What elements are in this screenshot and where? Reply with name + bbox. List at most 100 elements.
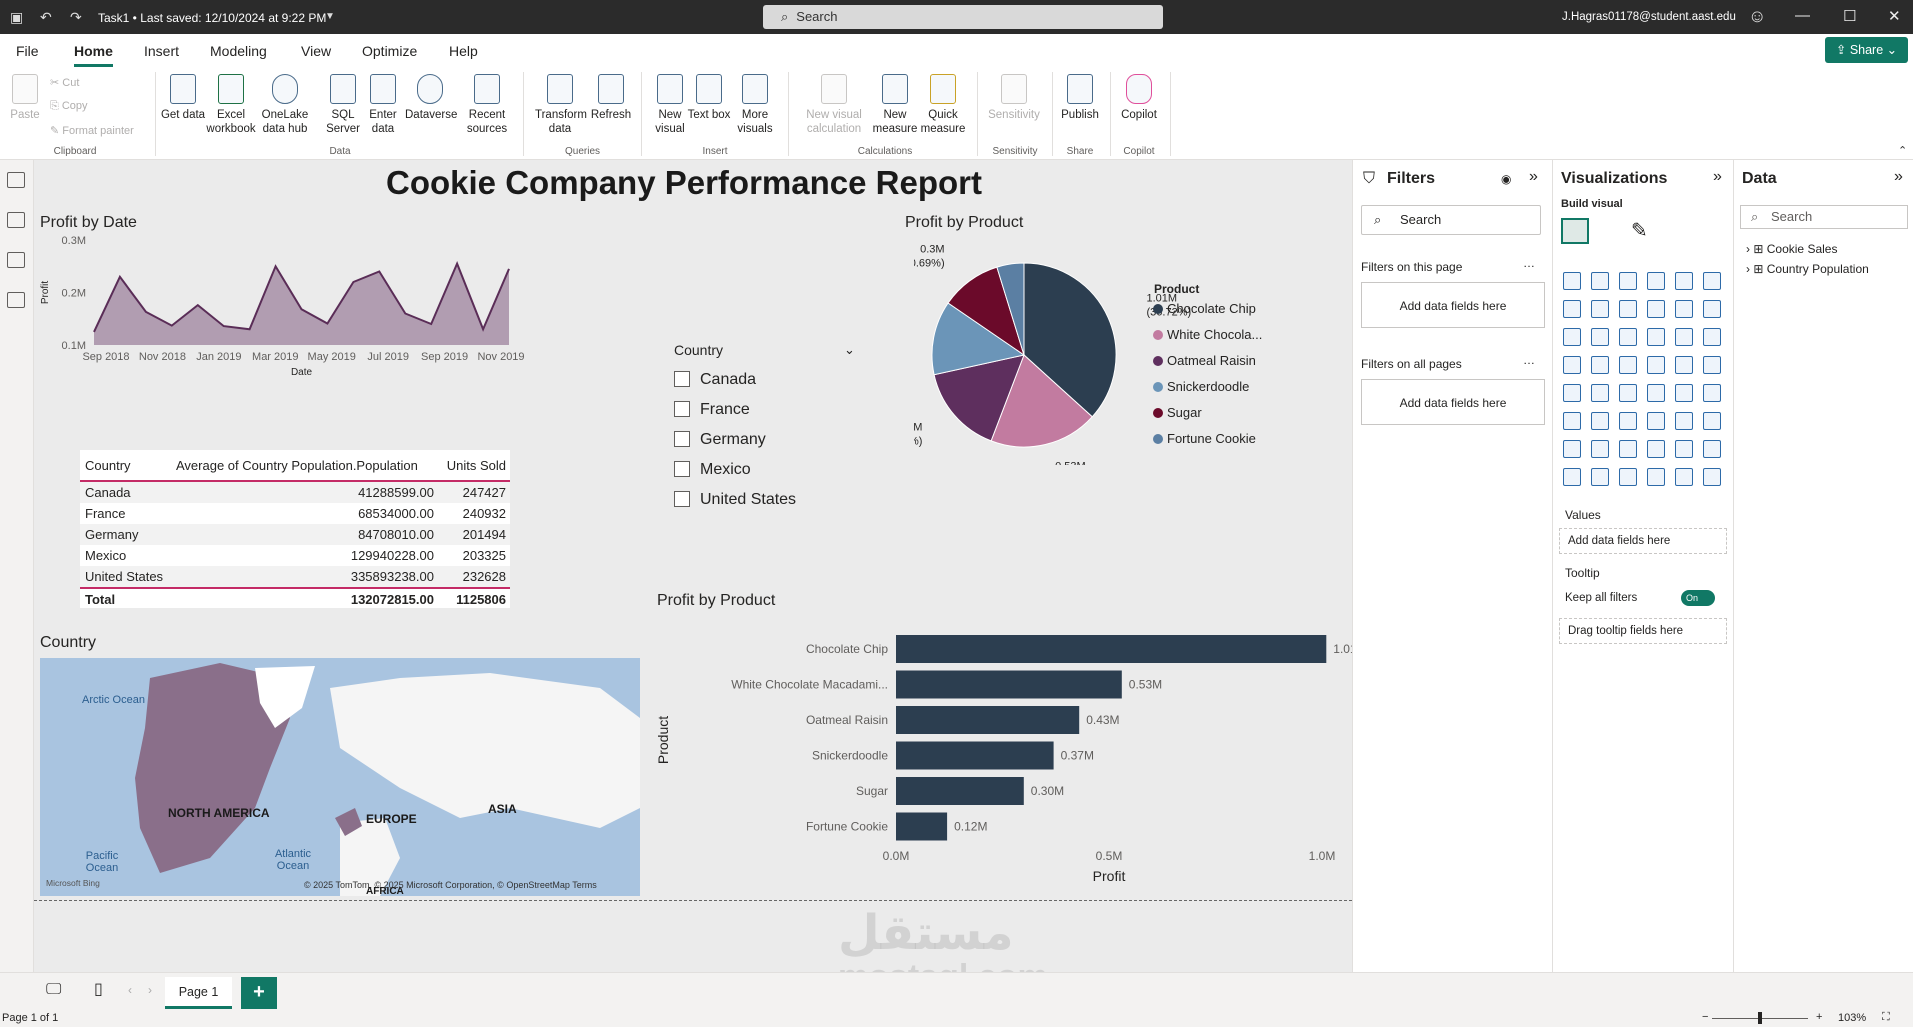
refresh-button[interactable]: Refresh <box>586 74 636 122</box>
build-visual-icon[interactable] <box>1561 218 1589 244</box>
undo-icon[interactable]: ↶ <box>40 9 52 25</box>
visual-type-icon[interactable] <box>1591 328 1609 346</box>
cut-button[interactable]: ✂ Cut <box>50 77 80 89</box>
table-row[interactable]: France 68534000.00 240932 <box>85 506 506 521</box>
visual-type-icon[interactable] <box>1591 356 1609 374</box>
new-visual-calculation-button[interactable]: New visual calculation <box>800 74 868 136</box>
user-account[interactable]: J.Hagras01178@student.aast.edu <box>1562 11 1736 23</box>
profit-by-product-bar[interactable]: Chocolate Chip 1.01M White Chocolate Macad… <box>654 615 1354 895</box>
format-visual-icon[interactable]: ✎ <box>1631 220 1648 242</box>
visual-type-icon[interactable] <box>1563 468 1581 486</box>
table-row[interactable]: Canada 41288599.00 247427 <box>80 482 510 503</box>
country-map[interactable]: Arctic Ocean NORTH AMERICA EUROPE ASIA P… <box>40 658 640 896</box>
report-view-icon[interactable] <box>7 172 25 188</box>
zoom-out-icon[interactable]: − <box>1702 1011 1709 1023</box>
map-credit[interactable]: © 2025 TomTom, © 2025 Microsoft Corporat… <box>304 880 597 890</box>
visual-type-icon[interactable] <box>1703 468 1721 486</box>
page-tab[interactable]: Page 1 <box>165 977 232 1009</box>
country-table[interactable]: Country Average of Country Population.Po… <box>80 450 510 608</box>
visual-type-icon[interactable] <box>1591 272 1609 290</box>
zoom-handle[interactable] <box>1758 1012 1762 1024</box>
visual-type-icon[interactable] <box>1675 468 1693 486</box>
profit-by-date-chart[interactable]: 0.1M 0.2M 0.3M Sep 2018 Nov 2018 Jan 2019 Mar … <box>34 230 634 380</box>
slicer-item-canada[interactable]: Canada <box>674 365 874 395</box>
visual-type-icon[interactable] <box>1619 272 1637 290</box>
slicer-item-germany[interactable]: Germany <box>674 425 874 455</box>
visual-type-icon[interactable] <box>1675 272 1693 290</box>
data-table-cookie-sales[interactable]: › ⊞ Cookie Sales <box>1746 242 1838 256</box>
enter-data-button[interactable]: Enter data <box>358 74 408 136</box>
sql-server-button[interactable]: SQL Server <box>318 74 368 136</box>
tab-file[interactable]: File <box>16 43 39 59</box>
visual-type-icon[interactable] <box>1591 440 1609 458</box>
redo-icon[interactable]: ↷ <box>70 9 82 25</box>
visual-type-icon[interactable] <box>1675 412 1693 430</box>
visual-type-icon[interactable] <box>1675 356 1693 374</box>
visual-type-icon[interactable] <box>1703 272 1721 290</box>
tab-view[interactable]: View <box>301 43 332 59</box>
visual-type-icon[interactable] <box>1619 468 1637 486</box>
mobile-layout-icon[interactable]: ▯ <box>94 981 103 998</box>
eye-icon[interactable]: ◉ <box>1501 172 1512 186</box>
model-view-icon[interactable] <box>7 252 25 268</box>
visual-type-icon[interactable] <box>1619 412 1637 430</box>
minimize-icon[interactable]: — <box>1795 7 1810 24</box>
visual-type-icon[interactable] <box>1591 384 1609 402</box>
values-well[interactable]: Add data fields here <box>1559 528 1727 554</box>
filters-on-page-drop[interactable]: Add data fields here <box>1361 282 1545 328</box>
visual-type-icon[interactable] <box>1647 300 1665 318</box>
paste-button[interactable]: Paste <box>0 74 50 122</box>
tab-home[interactable]: Home <box>74 43 113 67</box>
visual-type-icon[interactable] <box>1591 468 1609 486</box>
chevron-down-icon[interactable]: ⌄ <box>844 342 855 357</box>
tab-modeling[interactable]: Modeling <box>210 43 267 59</box>
more-options-icon[interactable]: … <box>1523 256 1535 270</box>
document-title[interactable]: Task1 • Last saved: 12/10/2024 at 9:22 P… <box>98 11 327 25</box>
table-row[interactable]: Germany 84708010.00 201494 <box>80 524 510 545</box>
visual-type-icon[interactable] <box>1703 328 1721 346</box>
desktop-layout-icon[interactable]: 🖵 <box>46 981 62 998</box>
collapse-filters-icon[interactable]: » <box>1529 168 1538 185</box>
data-search-input[interactable]: ⌕ Search <box>1740 205 1908 229</box>
visual-type-icon[interactable] <box>1591 412 1609 430</box>
new-visual-button[interactable]: New visual <box>645 74 695 136</box>
country-slicer[interactable]: Country ⌄ Canada France Germany Mexico Un… <box>674 335 874 515</box>
collapse-data-icon[interactable]: » <box>1894 168 1903 185</box>
excel-workbook-button[interactable]: Excel workbook <box>206 74 256 136</box>
visual-type-icon[interactable] <box>1647 440 1665 458</box>
visual-type-icon[interactable] <box>1647 468 1665 486</box>
table-row[interactable]: Mexico 129940228.00 203325 <box>85 548 506 563</box>
publish-button[interactable]: Publish <box>1055 74 1105 122</box>
get-data-button[interactable]: Get data <box>158 74 208 122</box>
visual-type-icon[interactable] <box>1563 356 1581 374</box>
onelake-button[interactable]: OneLake data hub <box>260 74 310 136</box>
visual-type-icon[interactable] <box>1675 300 1693 318</box>
copilot-button[interactable]: Copilot <box>1114 74 1164 122</box>
add-page-button[interactable]: + <box>241 977 277 1009</box>
transform-data-button[interactable]: Transform data <box>535 74 587 136</box>
visual-type-icon[interactable] <box>1619 300 1637 318</box>
visual-type-icon[interactable] <box>1563 440 1581 458</box>
visual-type-icon[interactable] <box>1647 328 1665 346</box>
header-population[interactable]: Average of Country Population.Population <box>176 458 418 473</box>
checkbox[interactable] <box>674 431 690 447</box>
quick-measure-button[interactable]: Quick measure <box>918 74 968 136</box>
slicer-item-united-states[interactable]: United States <box>674 485 874 515</box>
visual-type-icon[interactable] <box>1675 440 1693 458</box>
visual-type-icon[interactable] <box>1703 412 1721 430</box>
visual-type-icon[interactable] <box>1647 356 1665 374</box>
visual-type-icon[interactable] <box>1703 356 1721 374</box>
visual-type-icon[interactable] <box>1647 384 1665 402</box>
recent-sources-button[interactable]: Recent sources <box>462 74 512 136</box>
header-units-sold[interactable]: Units Sold <box>446 458 506 473</box>
slicer-item-mexico[interactable]: Mexico <box>674 455 874 485</box>
close-icon[interactable]: ✕ <box>1888 8 1901 25</box>
new-measure-button[interactable]: New measure <box>870 74 920 136</box>
copy-button[interactable]: ⎘ Copy <box>50 100 88 112</box>
next-page-icon[interactable]: › <box>148 983 152 997</box>
checkbox[interactable] <box>674 491 690 507</box>
save-icon[interactable]: ▣ <box>10 9 24 25</box>
visual-type-icon[interactable] <box>1675 328 1693 346</box>
more-visuals-button[interactable]: More visuals <box>730 74 780 136</box>
data-table-country-population[interactable]: › ⊞ Country Population <box>1746 262 1869 276</box>
